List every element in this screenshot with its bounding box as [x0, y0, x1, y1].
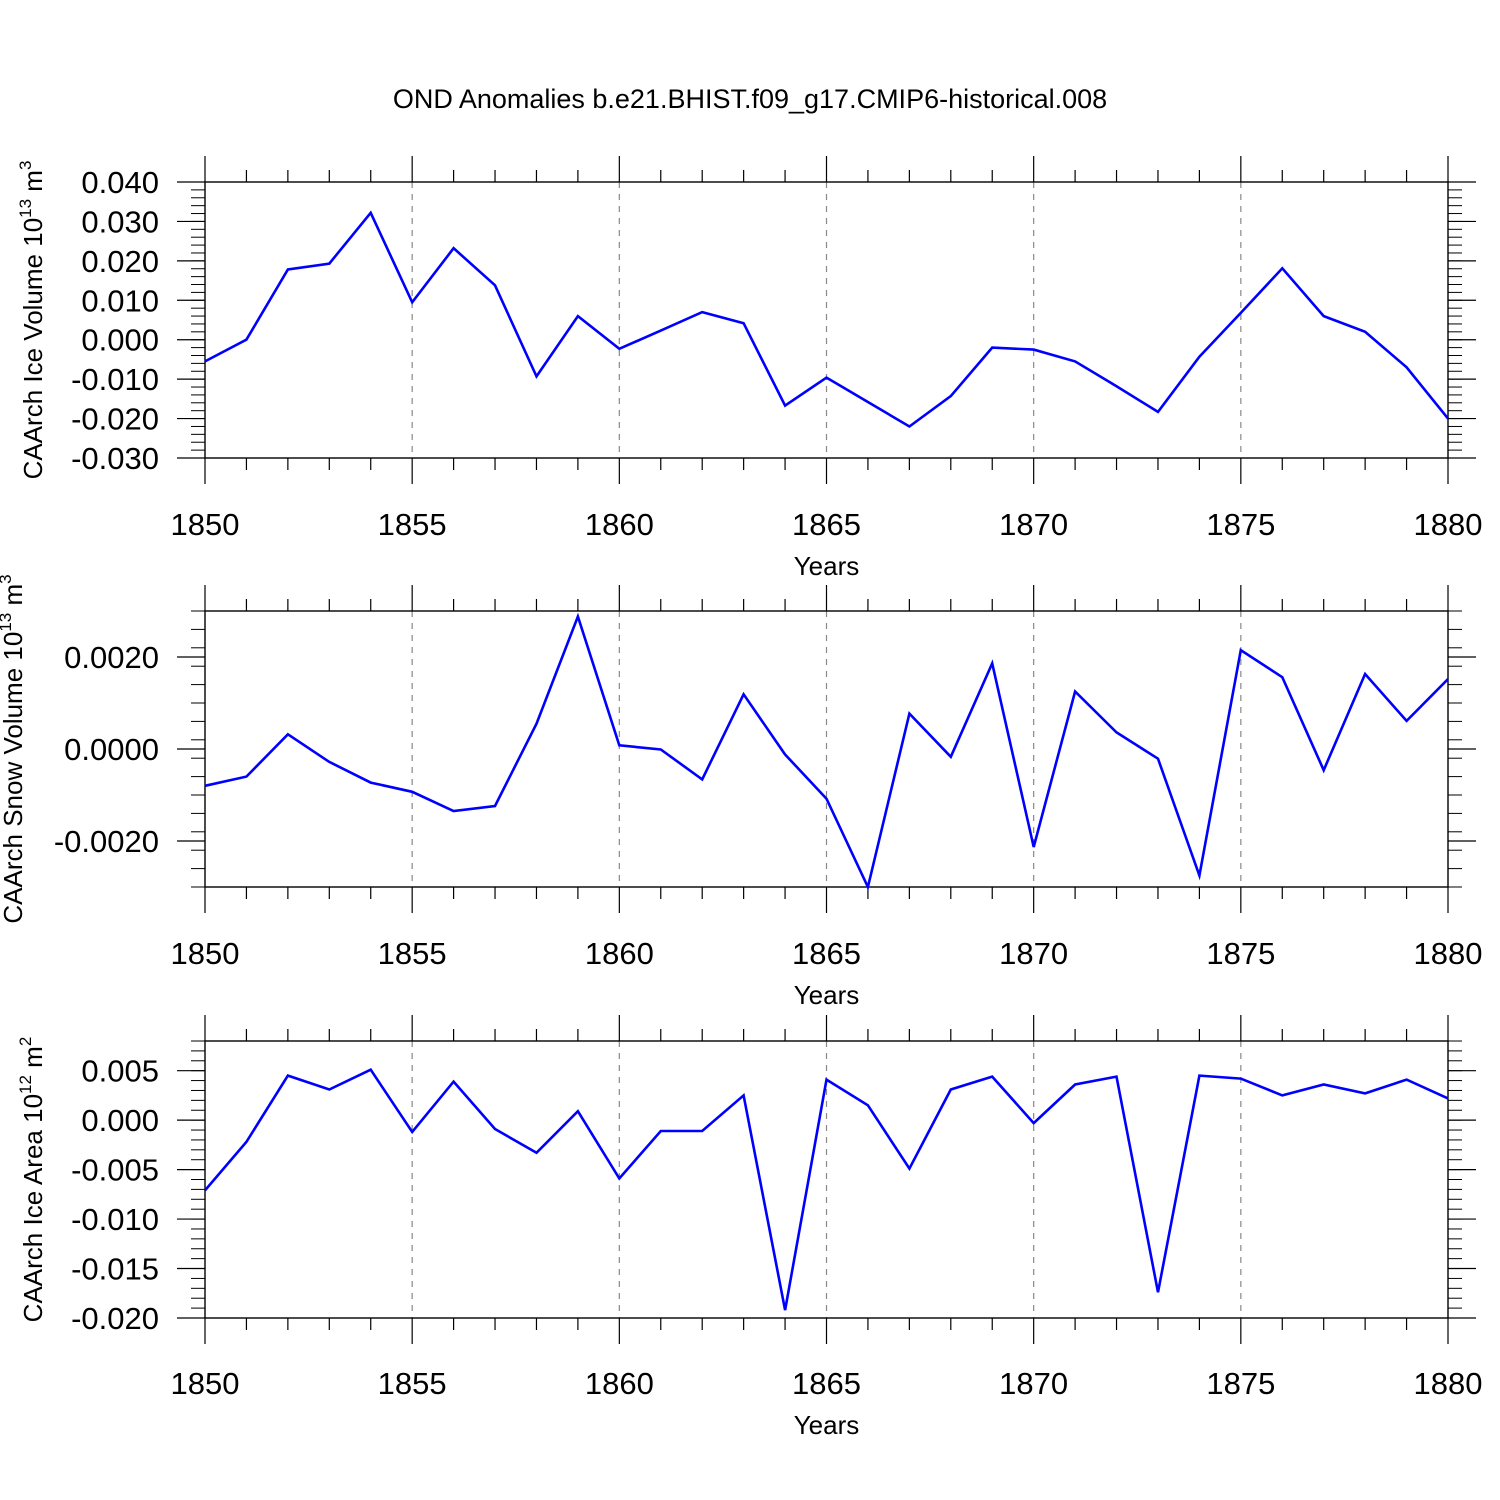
x-axis-label: Years — [794, 1410, 860, 1440]
y-axis-label: CAArch Ice Area 1012 m2 — [16, 1037, 48, 1323]
series-line — [204, 612, 1449, 891]
y-axis-label: CAArch Snow Volume 1013 m3 — [0, 574, 28, 923]
x-tick-label: 1850 — [171, 1366, 240, 1401]
y-tick-label: 0.000 — [81, 323, 159, 358]
x-tick-label: 1875 — [1206, 936, 1275, 971]
y-tick-label: 0.020 — [81, 244, 159, 279]
y-tick-label: -0.0020 — [54, 824, 159, 859]
x-tick-label: 1860 — [585, 507, 654, 542]
y-tick-label: 0.010 — [81, 283, 159, 318]
x-axis-label: Years — [794, 980, 860, 1010]
y-tick-label: 0.0020 — [64, 640, 159, 675]
y-tick-label: 0.0000 — [64, 732, 159, 767]
chart-title: OND Anomalies b.e21.BHIST.f09_g17.CMIP6-… — [393, 84, 1107, 114]
y-tick-label: -0.020 — [71, 402, 159, 437]
x-tick-label: 1870 — [999, 936, 1068, 971]
series-line — [204, 210, 1450, 429]
x-tick-label: 1865 — [792, 507, 861, 542]
plot-frame — [204, 181, 1449, 459]
x-tick-label: 1855 — [378, 1366, 447, 1401]
x-tick-label: 1880 — [1414, 507, 1483, 542]
y-tick-label: -0.010 — [71, 362, 159, 397]
x-tick-label: 1860 — [585, 936, 654, 971]
y-tick-label: 0.000 — [81, 1103, 159, 1138]
plot-frame — [204, 610, 1449, 888]
x-tick-label: 1875 — [1206, 507, 1275, 542]
y-tick-label: -0.020 — [71, 1301, 159, 1336]
panel-2: -0.0020 0.0000 0.0020 1850 1855 1860 1865 1870 1… — [0, 574, 1482, 1010]
plot-frame — [204, 1040, 1449, 1319]
x-tick-label: 1865 — [792, 936, 861, 971]
series-line — [204, 1068, 1449, 1311]
y-tick-label: -0.015 — [71, 1252, 159, 1287]
y-tick-label: -0.010 — [71, 1202, 159, 1237]
x-tick-label: 1860 — [585, 1366, 654, 1401]
x-tick-label: 1880 — [1414, 1366, 1483, 1401]
x-tick-label: 1875 — [1206, 1366, 1275, 1401]
x-tick-label: 1855 — [378, 507, 447, 542]
x-tick-label: 1855 — [378, 936, 447, 971]
y-tick-label: 0.040 — [81, 165, 159, 200]
y-tick-label: 0.030 — [81, 204, 159, 239]
panel-3: -0.020 -0.015 -0.010 -0.005 0.000 0.005 1850 18… — [16, 1015, 1482, 1440]
x-axis-label: Years — [794, 551, 860, 581]
y-axis-label: CAArch Ice Volume 1013 m3 — [16, 161, 48, 480]
y-tick-label: 0.005 — [81, 1054, 159, 1089]
y-tick-label: -0.030 — [71, 441, 159, 476]
panel-1: -0.030 -0.020 -0.010 0.000 0.010 0.020 0.030 0.… — [16, 156, 1482, 581]
x-tick-label: 1850 — [171, 507, 240, 542]
x-tick-label: 1880 — [1414, 936, 1483, 971]
x-tick-label: 1870 — [999, 1366, 1068, 1401]
x-tick-label: 1870 — [999, 507, 1068, 542]
y-tick-label: -0.005 — [71, 1153, 159, 1188]
x-tick-label: 1850 — [171, 936, 240, 971]
x-tick-label: 1865 — [792, 1366, 861, 1401]
